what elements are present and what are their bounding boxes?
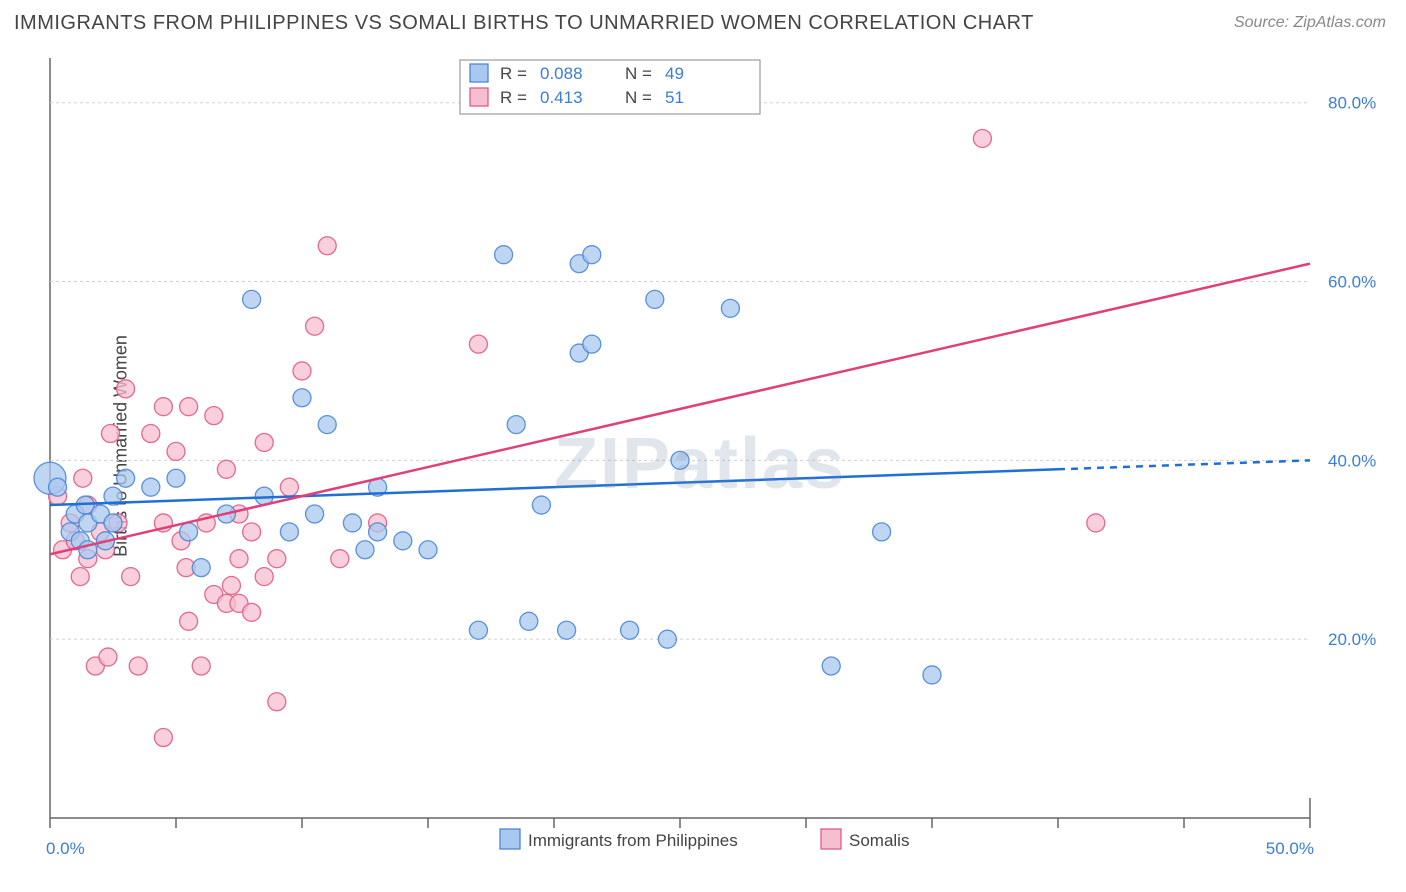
data-point (255, 433, 273, 451)
data-point (721, 299, 739, 317)
data-point (205, 407, 223, 425)
data-point (167, 442, 185, 460)
data-point (923, 666, 941, 684)
y-tick-label: 60.0% (1328, 273, 1376, 292)
data-point (167, 469, 185, 487)
data-point (293, 389, 311, 407)
y-tick-label: 80.0% (1328, 94, 1376, 113)
data-point (469, 335, 487, 353)
data-point (122, 568, 140, 586)
chart-container: IMMIGRANTS FROM PHILIPPINES VS SOMALI BI… (0, 0, 1406, 892)
legend-n-value: 51 (665, 88, 684, 107)
x-tick-label: 0.0% (46, 839, 85, 858)
regression-line (50, 264, 1310, 555)
y-tick-label: 40.0% (1328, 451, 1376, 470)
data-point (280, 478, 298, 496)
series-legend-swatch (821, 829, 841, 849)
data-point (129, 657, 147, 675)
data-point (318, 237, 336, 255)
data-point (822, 657, 840, 675)
legend-n-label: N = (625, 64, 652, 83)
data-point (621, 621, 639, 639)
data-point (469, 621, 487, 639)
legend-r-value: 0.413 (540, 88, 583, 107)
data-point (243, 603, 261, 621)
data-point (558, 621, 576, 639)
regression-line (50, 469, 1058, 505)
data-point (671, 451, 689, 469)
data-point (74, 469, 92, 487)
data-point (394, 532, 412, 550)
data-point (306, 505, 324, 523)
data-point (180, 398, 198, 416)
regression-line-dashed (1058, 460, 1310, 469)
data-point (154, 729, 172, 747)
data-point (243, 290, 261, 308)
x-tick-label: 50.0% (1266, 839, 1314, 858)
data-point (268, 693, 286, 711)
data-point (356, 541, 374, 559)
data-point (280, 523, 298, 541)
data-point (222, 577, 240, 595)
data-point (583, 246, 601, 264)
data-point (180, 523, 198, 541)
data-point (583, 335, 601, 353)
data-point (318, 416, 336, 434)
legend-n-label: N = (625, 88, 652, 107)
data-point (180, 612, 198, 630)
data-point (192, 559, 210, 577)
legend-r-label: R = (500, 64, 527, 83)
data-point (217, 460, 235, 478)
data-point (369, 523, 387, 541)
data-point (117, 469, 135, 487)
data-point (192, 657, 210, 675)
legend-r-label: R = (500, 88, 527, 107)
data-point (101, 425, 119, 443)
data-point (293, 362, 311, 380)
data-point (154, 398, 172, 416)
data-point (142, 478, 160, 496)
data-point (306, 317, 324, 335)
chart-svg: 0.0% 50.0% 20.0% 40.0% 60.0% 80.0% R = 0.088 N =… (0, 0, 1406, 892)
data-point (495, 246, 513, 264)
data-point (646, 290, 664, 308)
data-point (268, 550, 286, 568)
legend-swatch (470, 64, 488, 82)
series-legend-label: Somalis (849, 831, 909, 850)
data-point (104, 514, 122, 532)
data-point (142, 425, 160, 443)
series-legend-label: Immigrants from Philippines (528, 831, 738, 850)
data-point (99, 648, 117, 666)
data-point (507, 416, 525, 434)
data-point (1087, 514, 1105, 532)
data-point (520, 612, 538, 630)
legend-n-value: 49 (665, 64, 684, 83)
y-tick-label: 20.0% (1328, 630, 1376, 649)
data-point (49, 478, 67, 496)
data-point (117, 380, 135, 398)
data-point (255, 568, 273, 586)
data-point (71, 568, 89, 586)
data-point (331, 550, 349, 568)
data-point (419, 541, 437, 559)
data-point (973, 129, 991, 147)
data-point (343, 514, 361, 532)
legend-swatch (470, 88, 488, 106)
data-point (873, 523, 891, 541)
data-point (243, 523, 261, 541)
legend-r-value: 0.088 (540, 64, 583, 83)
data-point (658, 630, 676, 648)
series-legend-swatch (500, 829, 520, 849)
data-point (230, 550, 248, 568)
data-point (532, 496, 550, 514)
